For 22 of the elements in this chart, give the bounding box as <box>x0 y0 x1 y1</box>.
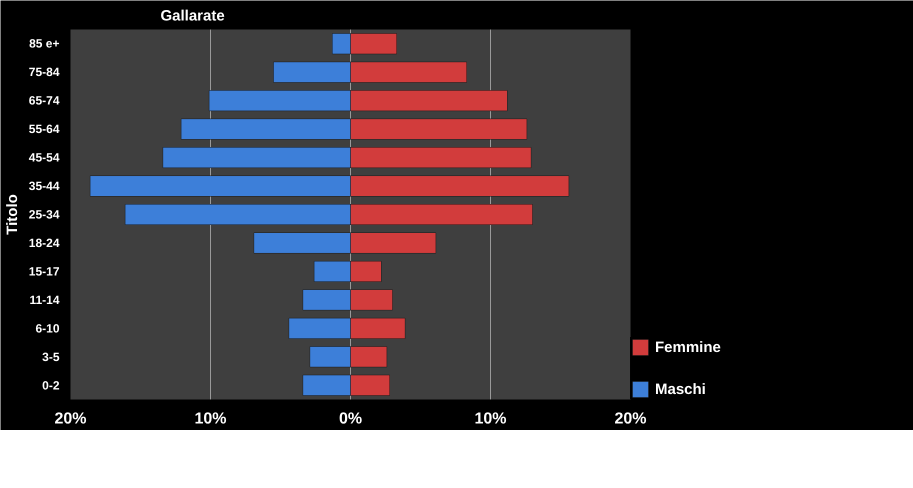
x-tick-label: 10% <box>474 410 507 428</box>
y-axis-title: Titolo <box>4 194 21 235</box>
y-tick-label: 18-24 <box>28 236 60 250</box>
chart-title: Gallarate <box>160 8 225 24</box>
x-tick-label: 0% <box>338 410 362 428</box>
y-tick-label: 6-10 <box>35 321 60 336</box>
y-tick-label: 11-14 <box>29 292 60 307</box>
x-tick-label: 20% <box>54 410 87 428</box>
y-tick-label: 15-17 <box>28 264 60 278</box>
y-tick-label: 45-54 <box>28 150 60 165</box>
y-tick-label: 0-2 <box>42 378 60 392</box>
y-tick-label: 65-74 <box>28 94 60 108</box>
y-tick-label: 75-84 <box>28 65 60 80</box>
y-tick-label: 55-64 <box>28 122 60 136</box>
x-tick-label: 20% <box>614 410 647 428</box>
y-tick-label: 35-44 <box>28 179 60 194</box>
y-tick-label: 25-34 <box>28 208 60 222</box>
legend-label: Femmine <box>655 338 721 356</box>
x-tick-label: 10% <box>194 410 227 428</box>
y-tick-label: 3-5 <box>42 350 60 364</box>
legend-label: Maschi <box>655 380 706 398</box>
y-tick-label: 85 e+ <box>29 36 60 51</box>
